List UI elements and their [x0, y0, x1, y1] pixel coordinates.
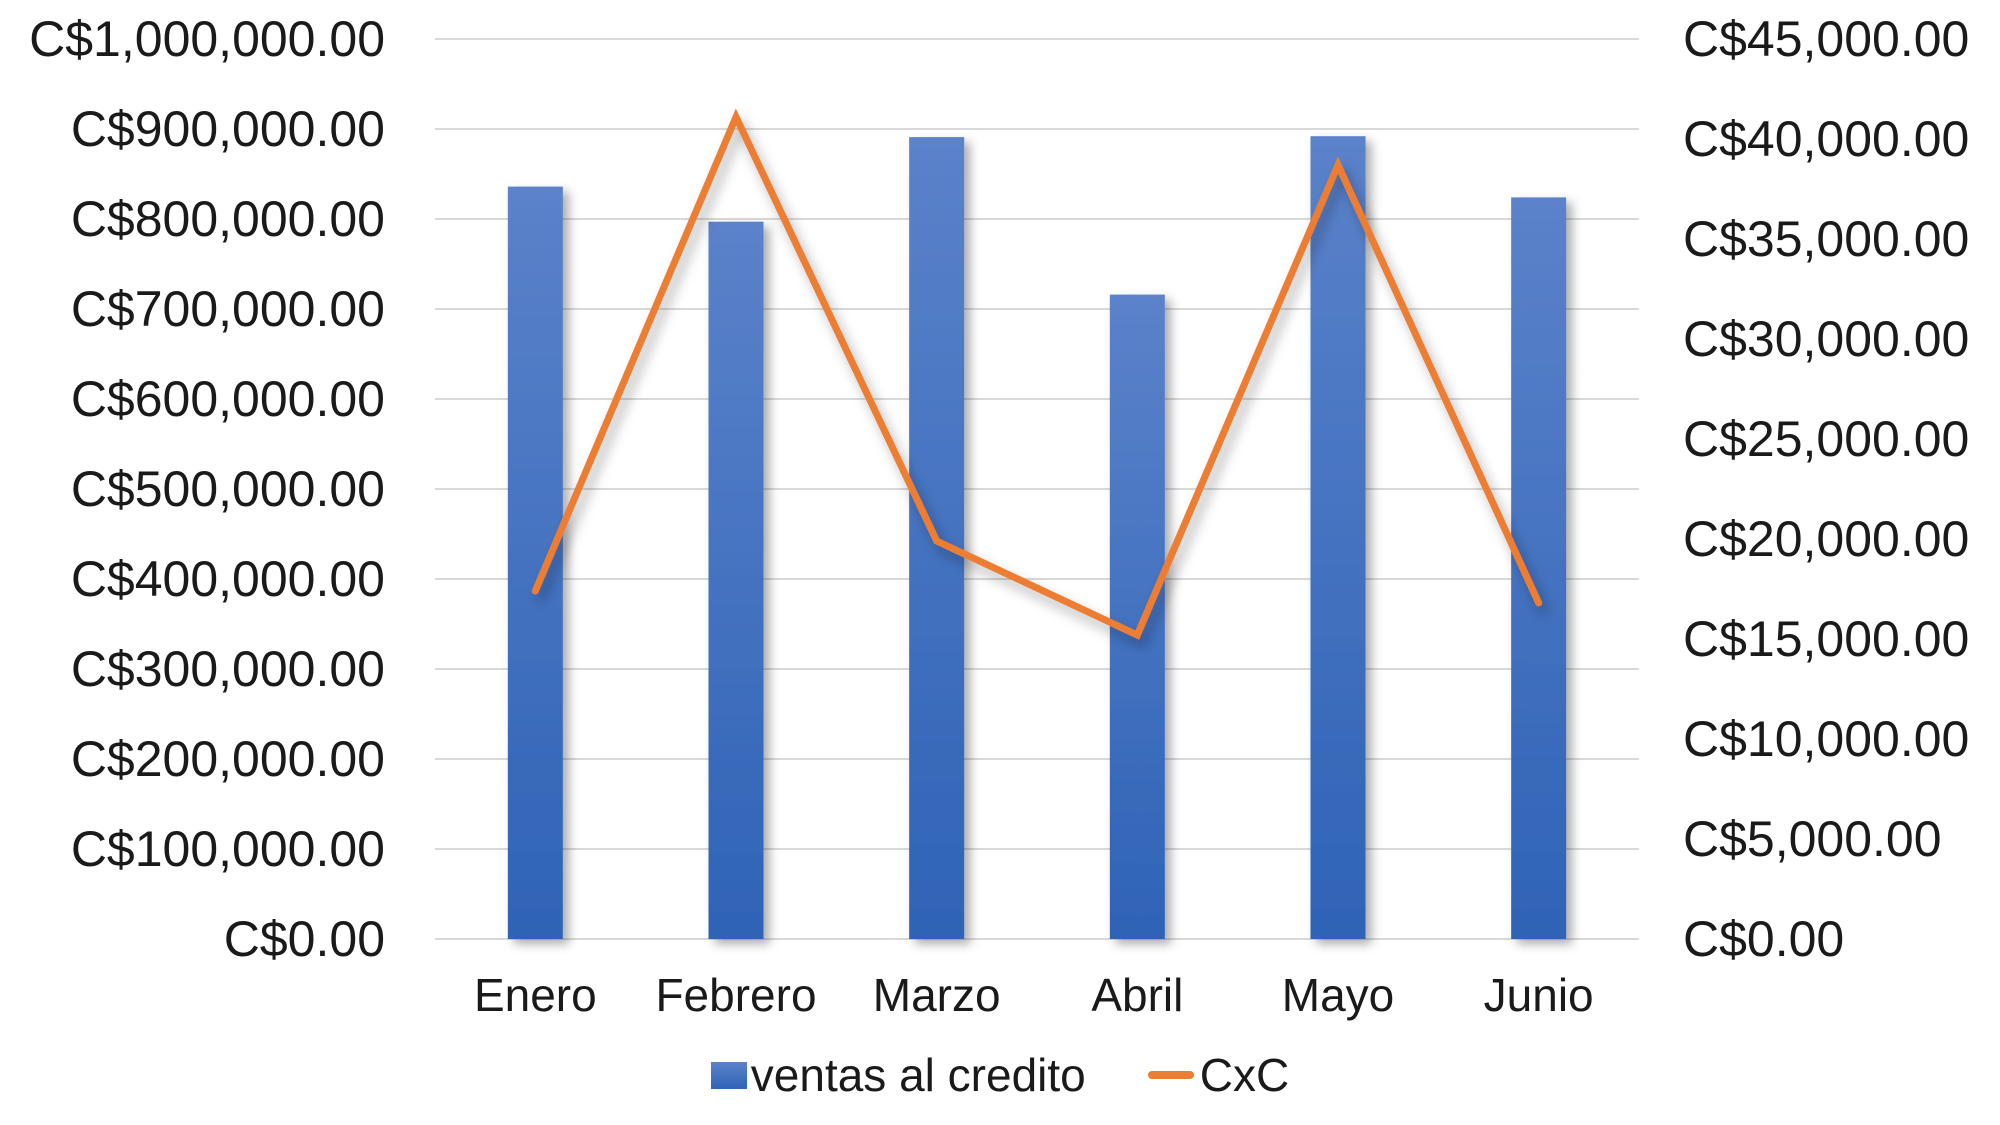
cxc-line — [531, 108, 1543, 640]
bar-enero — [507, 186, 563, 940]
right-axis-tick-label: C$15,000.00 — [1683, 611, 1970, 667]
x-axis-label-febrero: Febrero — [655, 969, 817, 1021]
bar-mayo — [1310, 136, 1366, 939]
legend-bar-swatch-icon — [710, 1061, 747, 1089]
left-axis-tick-label: C$0.00 — [223, 911, 385, 967]
legend-label-ventas: ventas al credito — [750, 1049, 1086, 1101]
legend-item-cxc: CxC — [1147, 1048, 1290, 1102]
right-axis-tick-label: C$10,000.00 — [1683, 711, 1970, 767]
left-axis-tick-label: C$200,000.00 — [70, 731, 385, 787]
left-axis-tick-label: C$600,000.00 — [70, 371, 385, 427]
right-axis-tick-label: C$20,000.00 — [1683, 511, 1970, 567]
left-axis-tick-label: C$500,000.00 — [70, 461, 385, 517]
legend-item-ventas: ventas al credito — [710, 1048, 1086, 1102]
left-axis-tick-label: C$400,000.00 — [70, 551, 385, 607]
right-axis-tick-label: C$25,000.00 — [1683, 411, 1970, 467]
x-axis-label-abril: Abril — [1091, 969, 1184, 1021]
right-axis-tick-label: C$40,000.00 — [1683, 111, 1970, 167]
left-axis-tick-label: C$800,000.00 — [70, 191, 385, 247]
right-axis-tick-label: C$35,000.00 — [1683, 211, 1970, 267]
x-axis-label-marzo: Marzo — [872, 969, 1001, 1021]
left-axis-tick-label: C$100,000.00 — [70, 821, 385, 877]
left-axis-tick-label: C$1,000,000.00 — [29, 11, 385, 67]
left-axis-tick-label: C$900,000.00 — [70, 101, 385, 157]
right-axis-tick-label: C$5,000.00 — [1683, 811, 1942, 867]
legend-line-swatch-icon — [1147, 1071, 1194, 1079]
right-axis-tick-label: C$0.00 — [1683, 911, 1845, 967]
right-axis-tick-label: C$30,000.00 — [1683, 311, 1970, 367]
x-axis-label-mayo: Mayo — [1281, 969, 1395, 1021]
legend: ventas al credito CxC — [0, 1048, 2000, 1102]
bar-abril — [1109, 294, 1165, 940]
left-axis-tick-label: C$300,000.00 — [70, 641, 385, 697]
x-axis-label-enero: Enero — [473, 969, 597, 1021]
legend-label-cxc: CxC — [1199, 1049, 1290, 1101]
x-axis-label-junio: Junio — [1483, 969, 1594, 1021]
right-axis-tick-label: C$45,000.00 — [1683, 11, 1970, 67]
left-axis-tick-label: C$700,000.00 — [70, 281, 385, 337]
bar-febrero — [708, 221, 764, 939]
